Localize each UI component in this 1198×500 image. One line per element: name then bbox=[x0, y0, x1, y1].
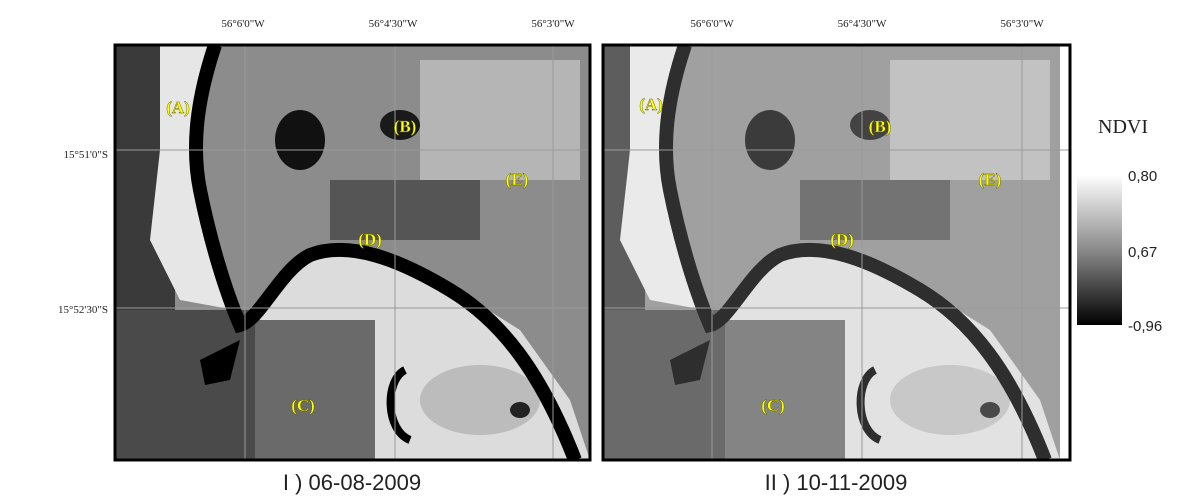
longitude-label: 56°6'0"W bbox=[690, 18, 734, 30]
longitude-label: 56°3'0"W bbox=[531, 18, 575, 30]
longitude-label: 56°4'30"W bbox=[838, 18, 887, 30]
region-label: (A) bbox=[166, 98, 190, 117]
region-label: (B) bbox=[394, 117, 417, 136]
longitude-label: 56°6'0"W bbox=[221, 18, 265, 30]
legend-label: -0,96 bbox=[1128, 318, 1162, 335]
region-label: (C) bbox=[291, 396, 315, 415]
region-label: (B) bbox=[869, 117, 892, 136]
region-label: (E) bbox=[506, 170, 529, 189]
region-label: (A) bbox=[639, 95, 663, 114]
latitude-label: 15°52'30"S bbox=[58, 304, 108, 316]
legend-label: 0,67 bbox=[1128, 244, 1157, 261]
panel-caption: II ) 10-11-2009 bbox=[765, 470, 908, 495]
figure: 56°6'0"W 56°4'30"W 56°3'0"W 56°6'0"W 56°… bbox=[0, 0, 1198, 500]
region-label: (C) bbox=[761, 396, 785, 415]
legend-title: NDVI bbox=[1098, 116, 1148, 138]
longitude-label: 56°4'30"W bbox=[369, 18, 418, 30]
longitude-label: 56°3'0"W bbox=[1000, 18, 1044, 30]
region-label: (D) bbox=[830, 230, 854, 249]
legend-label: 0,80 bbox=[1128, 168, 1157, 185]
panel-caption: I ) 06-08-2009 bbox=[283, 470, 421, 495]
latitude-label: 15°51'0"S bbox=[64, 149, 109, 161]
color-bar bbox=[1077, 175, 1122, 325]
region-label: (E) bbox=[979, 170, 1002, 189]
region-label: (D) bbox=[358, 230, 382, 249]
